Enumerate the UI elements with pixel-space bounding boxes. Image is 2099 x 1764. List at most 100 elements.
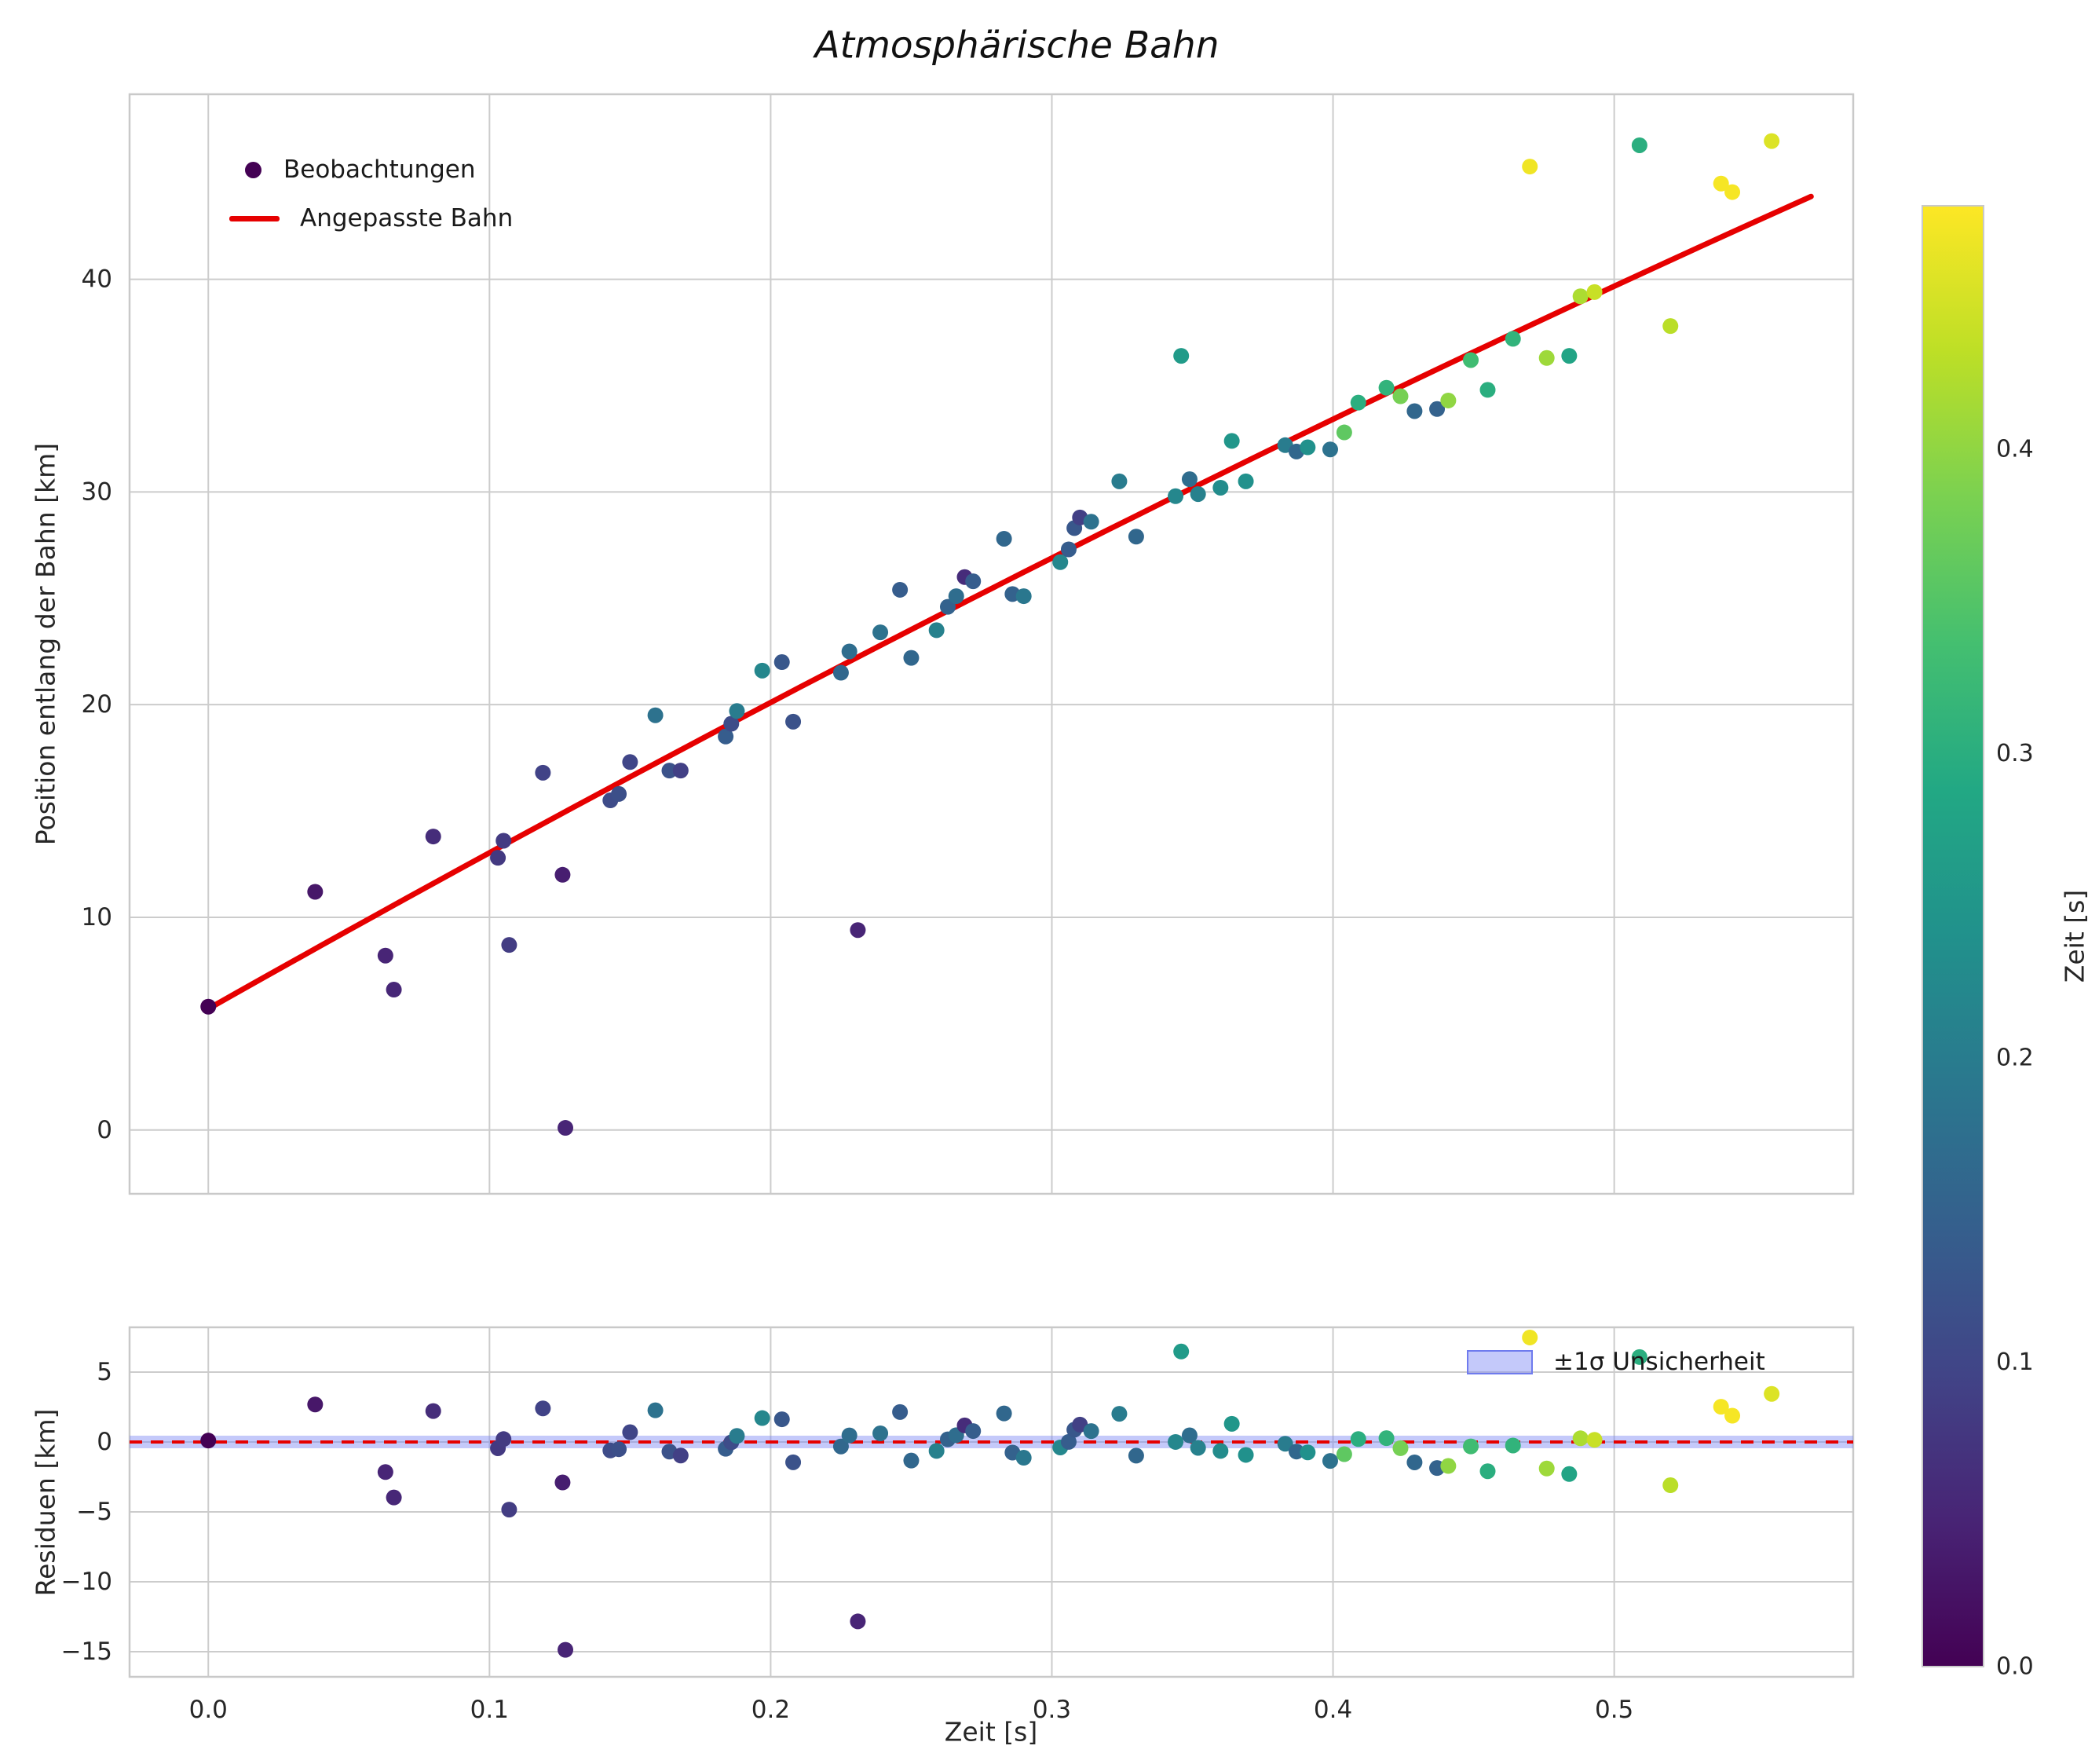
scatter-point	[554, 866, 571, 883]
residual-point	[1322, 1453, 1338, 1469]
scatter-point	[425, 829, 441, 845]
scatter-point	[1350, 394, 1366, 411]
scatter-point	[1406, 403, 1423, 419]
scatter-point	[1336, 424, 1352, 441]
scatter-point	[850, 922, 866, 939]
scatter-point	[996, 530, 1012, 547]
scatter-point	[1631, 137, 1647, 153]
scatter-point	[1724, 184, 1741, 200]
residual-point	[1538, 1460, 1555, 1477]
tick-label: 30	[82, 478, 112, 506]
scatter-point	[1300, 439, 1316, 456]
main-plot-frame	[128, 93, 1855, 1195]
tick-label: 5	[97, 1358, 112, 1386]
tick-label: 0.3	[1996, 740, 2034, 767]
scatter-point	[495, 833, 512, 849]
residual-point	[1463, 1438, 1479, 1455]
scatter-point	[377, 947, 393, 964]
legend-item-observations: Beobachtungen	[229, 156, 513, 184]
scatter-point	[1764, 133, 1780, 149]
residual-point	[647, 1402, 664, 1418]
scatter-point	[1479, 382, 1496, 398]
residual-point	[495, 1431, 512, 1447]
legend-item-fit: Angepasste Bahn	[229, 204, 513, 232]
scatter-point	[1060, 541, 1077, 558]
uncertainty-band-icon	[1467, 1349, 1533, 1374]
legend-label-fit: Angepasste Bahn	[300, 204, 514, 232]
fit-line-icon	[229, 215, 280, 221]
residual-point	[1561, 1466, 1578, 1482]
residual-point	[1289, 1444, 1305, 1460]
residual-point	[850, 1613, 866, 1630]
scatter-point	[1015, 588, 1032, 605]
tick-label: 0	[97, 1116, 112, 1144]
tick-label: 0.2	[1996, 1045, 2034, 1072]
residual-point	[386, 1489, 402, 1506]
scatter-point	[718, 728, 734, 745]
residual-point	[558, 1641, 574, 1658]
residual-point	[1662, 1477, 1679, 1494]
scatter-point	[785, 713, 802, 730]
scatter-point	[1223, 433, 1240, 449]
scatter-point	[1052, 554, 1069, 570]
residual-point	[501, 1502, 517, 1518]
tick-label: 0.4	[1314, 1696, 1352, 1724]
colorbar-label: Zeit [s]	[2059, 889, 2090, 983]
residual-point	[1724, 1407, 1741, 1424]
tick-label: 40	[82, 265, 112, 294]
scatter-point	[1083, 514, 1099, 530]
scatter-point	[386, 982, 402, 998]
residuals-legend: ±1σ Unsicherheit	[1467, 1348, 1765, 1376]
residual-point	[1572, 1430, 1589, 1447]
scatter-point	[1561, 348, 1578, 364]
scatter-point	[1538, 350, 1555, 366]
residual-point	[832, 1438, 849, 1455]
scatter-point	[1238, 473, 1254, 489]
scatter-point	[723, 715, 740, 732]
scatter-point	[1212, 479, 1229, 496]
legend-label-observations: Beobachtungen	[283, 156, 476, 184]
residual-point	[200, 1433, 217, 1449]
residual-point	[1060, 1433, 1077, 1450]
scatter-point	[948, 588, 964, 605]
scatter-point	[965, 573, 982, 590]
scatter-point	[558, 1120, 574, 1136]
tick-label: 0.0	[189, 1696, 228, 1724]
residual-point	[1015, 1450, 1032, 1466]
scatter-point	[872, 624, 889, 641]
x-axis-label: Zeit [s]	[944, 1716, 1038, 1748]
residual-point	[672, 1447, 689, 1464]
residual-point	[1378, 1430, 1395, 1447]
residual-point	[1586, 1432, 1603, 1448]
tick-label: 10	[82, 903, 112, 931]
residual-point	[425, 1403, 441, 1419]
residual-point	[1223, 1415, 1240, 1432]
residual-point	[1631, 1349, 1647, 1365]
scatter-point	[1572, 288, 1589, 305]
scatter-point	[892, 581, 909, 598]
residual-point	[1336, 1446, 1352, 1462]
scatter-point	[1463, 352, 1479, 368]
residual-point	[928, 1443, 945, 1459]
scatter-point	[1392, 388, 1409, 404]
scatter-point	[832, 664, 849, 681]
residual-point	[1713, 1399, 1729, 1415]
scatter-point	[1190, 486, 1206, 503]
residual-point	[903, 1452, 920, 1469]
tick-label: −10	[61, 1568, 112, 1596]
residual-point	[1181, 1427, 1198, 1444]
residual-point	[754, 1410, 770, 1426]
scatter-point	[841, 643, 858, 660]
residual-point	[785, 1454, 802, 1470]
scatter-point	[903, 650, 920, 666]
residual-point	[729, 1428, 745, 1444]
main-legend: Beobachtungen Angepasste Bahn	[229, 156, 513, 232]
scatter-point	[1378, 379, 1395, 396]
residual-point	[1212, 1443, 1229, 1459]
residual-point	[1190, 1440, 1206, 1456]
residual-point	[1128, 1447, 1144, 1464]
colorbar	[1922, 205, 1984, 1667]
scatter-point	[729, 703, 745, 719]
